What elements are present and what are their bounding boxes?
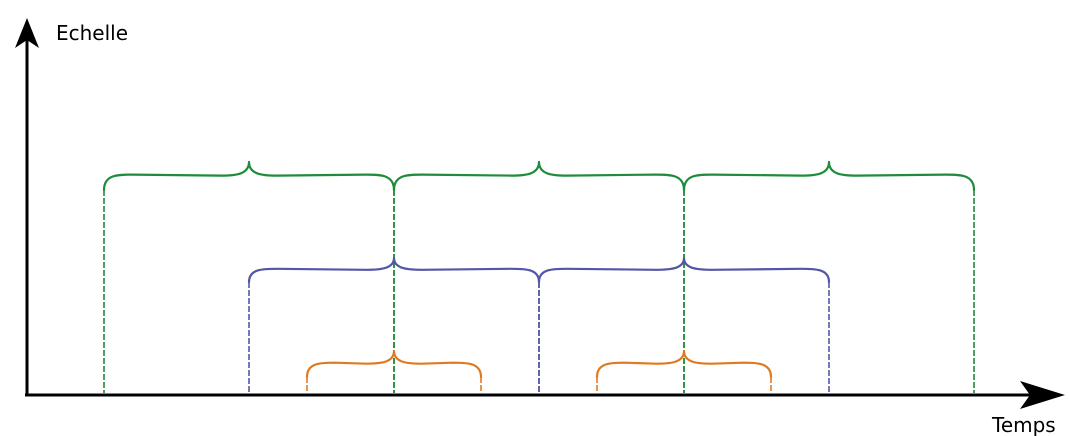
level-medium-window-2-brace [537, 256, 831, 284]
y-axis-label: Echelle [56, 21, 128, 45]
level-large-window-1-brace [102, 160, 396, 192]
axes: Echelle Temps [15, 18, 1065, 436]
level-large [102, 160, 976, 393]
level-large-window-3-brace [682, 160, 976, 192]
level-medium-window-1-brace [247, 256, 541, 284]
level-small [305, 349, 773, 393]
level-medium [247, 256, 831, 393]
time-window-levels [102, 160, 976, 393]
x-axis-label: Temps [991, 413, 1056, 436]
level-small-window-1-brace [305, 349, 483, 379]
level-large-window-2-brace [392, 160, 686, 192]
y-axis-arrowhead [15, 18, 39, 48]
x-axis-arrowhead [1020, 381, 1065, 409]
level-small-window-2-brace [595, 349, 773, 379]
